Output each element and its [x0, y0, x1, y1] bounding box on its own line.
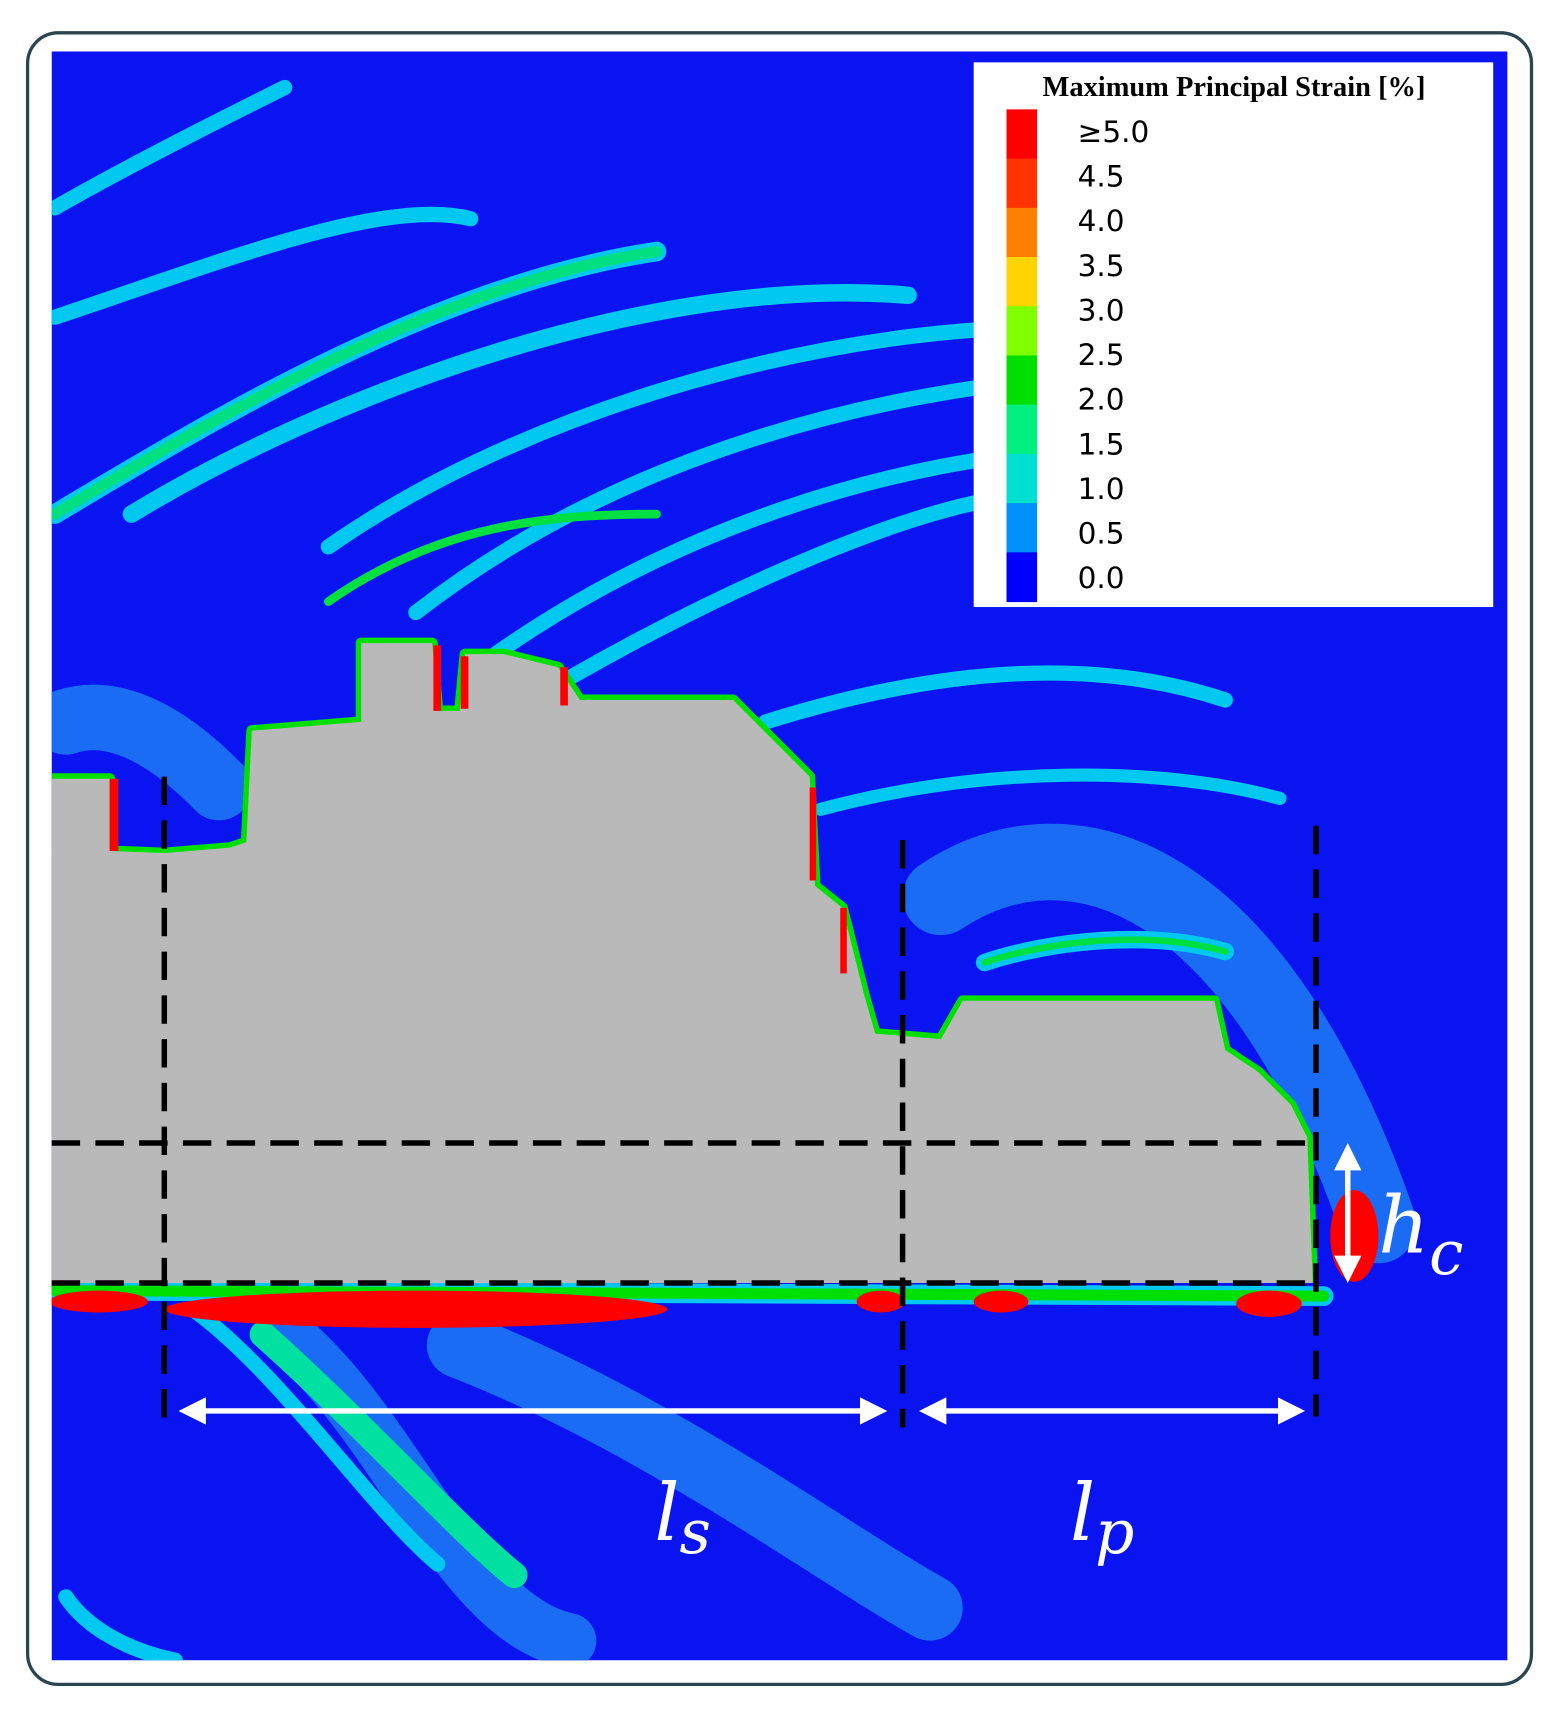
legend-label: 2.0 — [1078, 383, 1125, 417]
legend-label: 3.5 — [1078, 249, 1125, 283]
legend-swatch — [1006, 552, 1038, 603]
legend-label: 0.0 — [1078, 561, 1125, 595]
dimension-arrows — [178, 1142, 1362, 1425]
high-strain-zones — [51, 645, 1379, 1328]
label-ls: ls — [654, 1467, 711, 1568]
legend-label: 2.5 — [1078, 338, 1125, 372]
legend-label: 3.0 — [1078, 293, 1125, 327]
legend-swatch — [1006, 355, 1038, 406]
legend-label: 4.0 — [1078, 204, 1125, 238]
legend-swatch — [1006, 109, 1038, 160]
legend-label: 0.5 — [1078, 517, 1125, 551]
legend-label: 1.0 — [1078, 472, 1125, 506]
strain-bands — [51, 79, 1417, 1661]
legend-title: Maximum Principal Strain [%] — [1043, 72, 1426, 103]
legend-swatch — [1006, 306, 1038, 357]
legend-label: 4.5 — [1078, 160, 1125, 194]
dimension-lines — [51, 776, 1319, 1433]
legend-box — [973, 62, 1494, 608]
legend-swatch — [1006, 453, 1038, 504]
legend-swatch — [1006, 207, 1038, 258]
legend-swatch — [1006, 257, 1038, 307]
legend-label: ≥5.0 — [1078, 115, 1150, 149]
label-lp: lp — [1070, 1467, 1134, 1568]
body — [51, 643, 1313, 1283]
legend-swatch — [1006, 158, 1038, 209]
legend: Maximum Principal Strain [%] ≥5.0 4.5 4.0 3… — [973, 62, 1494, 608]
legend-swatch — [1006, 503, 1038, 553]
label-hc: hc — [1378, 1179, 1463, 1289]
legend-swatch — [1006, 404, 1038, 455]
legend-label: 1.5 — [1078, 427, 1125, 461]
